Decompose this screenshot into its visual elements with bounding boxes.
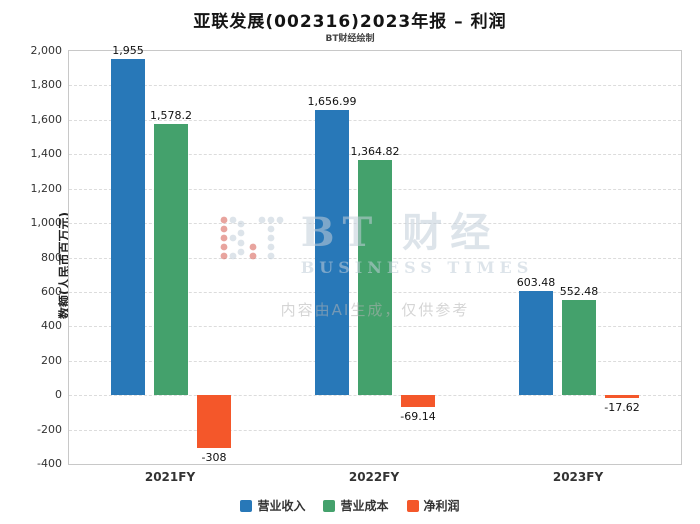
y-tick-label: 400 xyxy=(41,319,62,333)
bar xyxy=(111,58,145,396)
y-tick-label: 1,200 xyxy=(30,181,63,195)
legend-label: 营业成本 xyxy=(340,499,389,513)
y-tick-label: 200 xyxy=(41,353,62,367)
gridline xyxy=(69,429,681,431)
x-tick-label: 2021FY xyxy=(144,470,196,484)
bar-value-label: 1,656.99 xyxy=(307,95,357,109)
bar-value-label: 1,955 xyxy=(112,43,144,57)
bar xyxy=(358,160,392,396)
bar-value-label: -69.14 xyxy=(400,410,436,424)
y-tick-label: 1,000 xyxy=(30,216,63,230)
bar-value-label: 1,578.2 xyxy=(150,108,192,122)
y-tick-label: -400 xyxy=(37,457,62,470)
bar-value-label: 603.48 xyxy=(516,276,556,290)
x-tick-label: 2022FY xyxy=(348,470,400,484)
chart-title: 亚联发展(002316)2023年报 – 利润 xyxy=(193,12,507,32)
bar-value-label: -308 xyxy=(201,451,227,465)
legend-label: 净利润 xyxy=(423,499,460,513)
bar xyxy=(519,291,553,396)
bar xyxy=(562,300,596,396)
bar xyxy=(605,395,639,399)
legend-swatch xyxy=(406,499,419,512)
bar xyxy=(315,110,349,396)
chart-subtitle: BT财经绘制 xyxy=(325,34,375,44)
plot-area: 1,955 1,656.99 603.48 1,578.2 1,364.82 552.48… xyxy=(68,44,682,465)
bar xyxy=(401,395,435,408)
y-tick-label: 1,400 xyxy=(30,147,63,161)
bar xyxy=(154,123,188,396)
y-tick-label: 0 xyxy=(55,388,62,402)
legend-item[interactable]: 营业收入 xyxy=(240,497,305,514)
chart-legend: 营业收入 营业成本 净利润 xyxy=(0,497,700,514)
legend-swatch xyxy=(323,499,336,512)
legend-item[interactable]: 净利润 xyxy=(406,497,460,514)
bar-value-label: 1,364.82 xyxy=(350,145,400,159)
legend-item[interactable]: 营业成本 xyxy=(323,497,389,514)
y-tick-label: 800 xyxy=(41,250,62,264)
x-tick-label: 2023FY xyxy=(552,470,604,484)
y-tick-label: 2,000 xyxy=(30,44,63,57)
y-tick-label: 1,600 xyxy=(30,112,63,126)
y-tick-label: -200 xyxy=(37,422,62,436)
legend-swatch xyxy=(240,499,253,512)
gridline xyxy=(69,119,681,121)
bar xyxy=(197,395,231,449)
bar-value-label: -17.62 xyxy=(604,401,640,415)
gridline xyxy=(69,395,681,397)
y-tick-label: 1,800 xyxy=(30,78,63,92)
bar-value-label: 552.48 xyxy=(559,285,599,299)
gridline xyxy=(69,85,681,87)
legend-label: 营业收入 xyxy=(257,499,306,513)
y-tick-label: 600 xyxy=(41,284,62,298)
gridline xyxy=(69,154,681,156)
